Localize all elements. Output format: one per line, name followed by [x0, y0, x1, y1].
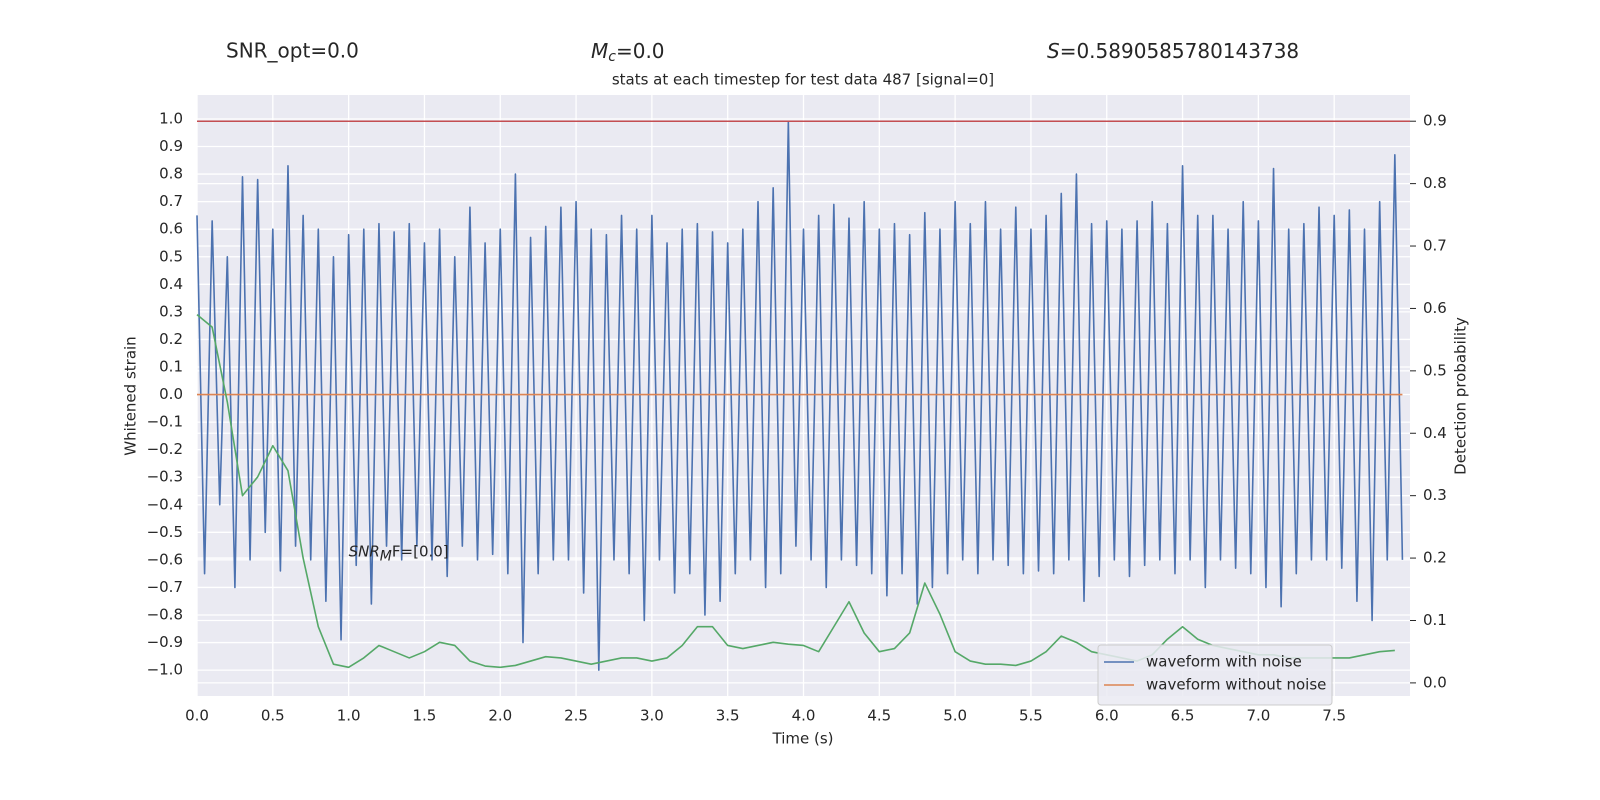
- y-tick-label: 0.5: [159, 247, 183, 265]
- x-tick-label: 4.5: [867, 707, 891, 725]
- x-tick-label: 4.0: [792, 707, 816, 725]
- y-tick-label: −0.2: [147, 440, 183, 458]
- chart-title: stats at each timestep for test data 487…: [612, 71, 994, 89]
- y-tick-label: −0.6: [147, 550, 183, 568]
- y-tick-label: −0.7: [147, 578, 183, 596]
- y-tick-label: 0.4: [159, 275, 183, 293]
- y-tick-label: −1.0: [147, 661, 183, 679]
- mc-base: M: [591, 39, 608, 63]
- mc-rest: =0.0: [616, 39, 665, 63]
- legend-box: [1097, 644, 1333, 706]
- y2-tick-label: 0.5: [1423, 361, 1447, 379]
- s-stat: S=0.5890585780143738: [1047, 39, 1299, 63]
- x-tick-label: 3.0: [640, 707, 664, 725]
- y2-tick-label: 0.3: [1423, 486, 1447, 504]
- x-tick-label: 3.5: [716, 707, 740, 725]
- mc-sub: c: [608, 49, 616, 65]
- marks: [196, 120, 1410, 671]
- s-rest: =0.5890585780143738: [1060, 39, 1299, 63]
- y-tick-label: 0.6: [159, 220, 183, 238]
- y2-tick-label: 0.4: [1423, 424, 1447, 442]
- y2-tick-label: 0.6: [1423, 299, 1447, 317]
- x-tick-label: 5.0: [943, 707, 967, 725]
- x-tick-label: 7.0: [1246, 707, 1270, 725]
- x-tick-label: 1.5: [413, 707, 437, 725]
- y2-tick-label: 0.0: [1423, 673, 1447, 691]
- y2-tick-label: 0.8: [1423, 174, 1447, 192]
- x-tick-label: 7.5: [1322, 707, 1346, 725]
- chirp-mass: Mc=0.0: [591, 39, 665, 66]
- series-line: [196, 314, 1395, 669]
- x-tick-label: 6.0: [1095, 707, 1119, 725]
- y-tick-label: −0.9: [147, 633, 183, 651]
- x-tick-label: 2.0: [488, 707, 512, 725]
- y-tick-label: −0.1: [147, 413, 183, 431]
- series-line: [196, 120, 1404, 671]
- y-tick-label: 0.1: [159, 357, 183, 375]
- y2-tick-label: 0.2: [1423, 549, 1447, 567]
- y2-tick-label: 0.1: [1423, 611, 1447, 629]
- y-tick-label: −0.8: [147, 605, 183, 623]
- x-tick-label: 0.0: [185, 707, 209, 725]
- snr-opt: SNR_opt=0.0: [226, 39, 359, 63]
- snr-mf-sub: M: [380, 549, 392, 565]
- y2-tick-label: 0.9: [1423, 112, 1447, 130]
- y-tick-label: 0.3: [159, 302, 183, 320]
- y-tick-label: −0.5: [147, 523, 183, 541]
- snr-mf-base: SNR: [349, 542, 380, 560]
- y-tick-label: 0.8: [159, 165, 183, 183]
- y2-tick-label: 0.7: [1423, 237, 1447, 255]
- x-tick-label: 2.5: [564, 707, 588, 725]
- legend-label: waveform with noise: [1146, 653, 1302, 671]
- y-tick-label: −0.3: [147, 468, 183, 486]
- snr-mf-annotation: SNRMF=[0.0]: [349, 542, 449, 565]
- y2-axis-label: Detection probability: [1452, 317, 1470, 475]
- y-tick-label: −0.4: [147, 495, 183, 513]
- legend-label: waveform without noise: [1146, 676, 1326, 694]
- y-tick-label: 1.0: [159, 109, 183, 127]
- y-tick-label: 0.9: [159, 137, 183, 155]
- x-tick-label: 0.5: [261, 707, 285, 725]
- x-axis-label: Time (s): [772, 730, 834, 748]
- x-tick-label: 5.5: [1019, 707, 1043, 725]
- s-base: S: [1047, 39, 1060, 63]
- y-tick-label: 0.7: [159, 192, 183, 210]
- y-tick-label: 0.2: [159, 330, 183, 348]
- snr-mf-rest: F=[0.0]: [392, 542, 449, 560]
- x-tick-label: 6.5: [1171, 707, 1195, 725]
- y-axis-label: Whitened strain: [122, 336, 140, 455]
- x-tick-label: 1.0: [337, 707, 361, 725]
- y-tick-label: 0.0: [159, 385, 183, 403]
